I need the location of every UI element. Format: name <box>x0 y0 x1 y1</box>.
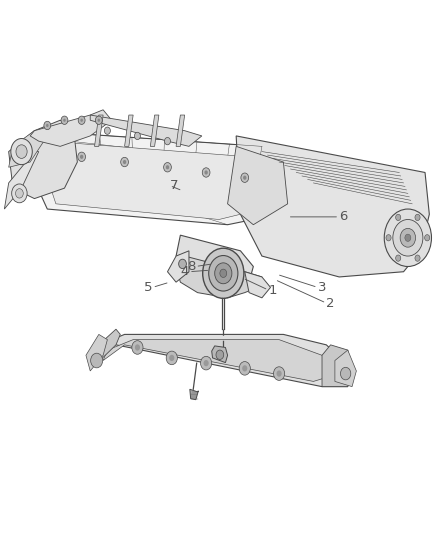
Circle shape <box>242 365 247 372</box>
Circle shape <box>203 248 244 298</box>
Polygon shape <box>90 115 202 147</box>
Circle shape <box>393 220 423 256</box>
Polygon shape <box>90 329 120 366</box>
Polygon shape <box>245 272 271 298</box>
Circle shape <box>80 155 83 159</box>
Circle shape <box>11 139 32 165</box>
Circle shape <box>204 360 208 366</box>
Circle shape <box>44 122 51 130</box>
Text: 6: 6 <box>339 211 348 223</box>
Text: 4: 4 <box>180 265 189 278</box>
Circle shape <box>220 269 227 278</box>
Circle shape <box>63 119 66 122</box>
Circle shape <box>239 361 251 375</box>
Circle shape <box>78 152 85 161</box>
Circle shape <box>241 173 249 182</box>
Polygon shape <box>150 115 159 147</box>
Circle shape <box>132 341 143 354</box>
Circle shape <box>78 116 85 124</box>
Circle shape <box>46 124 49 127</box>
Polygon shape <box>322 345 352 386</box>
Circle shape <box>16 145 27 158</box>
Text: 2: 2 <box>326 296 335 310</box>
Circle shape <box>135 344 140 351</box>
Circle shape <box>98 119 100 122</box>
Polygon shape <box>176 235 253 287</box>
Circle shape <box>134 132 141 140</box>
Polygon shape <box>176 115 185 147</box>
Polygon shape <box>30 110 112 147</box>
Polygon shape <box>335 350 357 386</box>
Circle shape <box>386 235 391 241</box>
Circle shape <box>165 138 170 145</box>
Polygon shape <box>9 131 47 167</box>
Text: 7: 7 <box>170 179 178 192</box>
Polygon shape <box>236 136 429 277</box>
Circle shape <box>202 168 210 177</box>
Circle shape <box>400 228 416 247</box>
Circle shape <box>80 119 83 122</box>
Text: 1: 1 <box>268 284 277 296</box>
Circle shape <box>91 353 102 368</box>
Text: 3: 3 <box>318 281 326 294</box>
Circle shape <box>405 234 411 241</box>
Polygon shape <box>26 131 283 225</box>
Circle shape <box>12 184 27 203</box>
Polygon shape <box>95 334 348 386</box>
Polygon shape <box>124 115 133 147</box>
Circle shape <box>166 165 169 169</box>
Circle shape <box>123 160 126 164</box>
Circle shape <box>396 214 401 221</box>
Circle shape <box>201 357 212 370</box>
Circle shape <box>243 175 247 180</box>
Circle shape <box>95 116 102 124</box>
Circle shape <box>169 355 174 361</box>
Circle shape <box>276 370 282 377</box>
Circle shape <box>61 116 68 124</box>
Polygon shape <box>4 151 39 209</box>
Circle shape <box>424 235 430 241</box>
Polygon shape <box>103 340 331 382</box>
Circle shape <box>121 157 128 167</box>
Polygon shape <box>228 147 288 225</box>
Polygon shape <box>190 389 198 400</box>
Circle shape <box>340 367 351 380</box>
Circle shape <box>384 209 431 266</box>
Polygon shape <box>39 141 266 220</box>
Circle shape <box>415 255 420 261</box>
Circle shape <box>15 189 23 198</box>
Text: 8: 8 <box>187 260 195 273</box>
Circle shape <box>273 367 285 381</box>
Circle shape <box>415 214 420 221</box>
Polygon shape <box>86 334 107 371</box>
Circle shape <box>216 350 224 359</box>
Circle shape <box>179 259 187 269</box>
Polygon shape <box>95 115 103 147</box>
Text: 5: 5 <box>144 281 152 294</box>
Circle shape <box>215 263 232 284</box>
Polygon shape <box>212 346 228 362</box>
Circle shape <box>396 255 401 261</box>
Polygon shape <box>176 256 262 298</box>
Circle shape <box>164 163 171 172</box>
Circle shape <box>208 255 238 291</box>
Circle shape <box>205 171 208 175</box>
Polygon shape <box>9 120 78 199</box>
Circle shape <box>104 127 110 134</box>
Circle shape <box>166 351 177 365</box>
Polygon shape <box>167 251 189 282</box>
